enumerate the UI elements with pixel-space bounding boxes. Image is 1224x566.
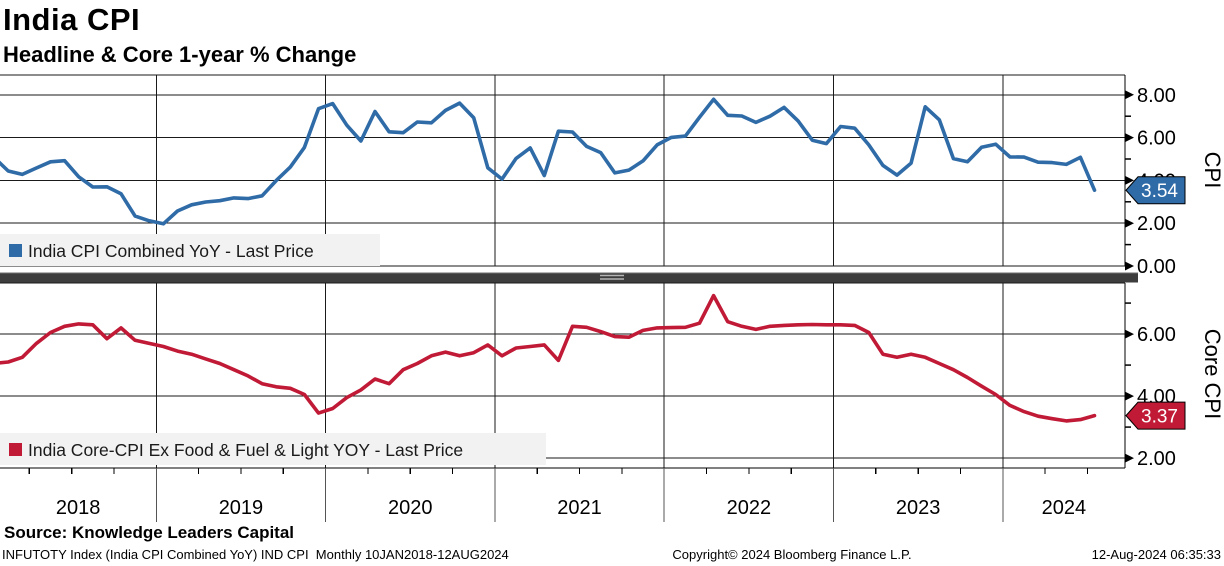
source-credit: Source: Knowledge Leaders Capital (4, 523, 295, 542)
y-axis-title: CPI (1200, 152, 1224, 189)
x-tick-label: 2019 (219, 497, 264, 519)
x-tick-label: 2024 (1042, 497, 1087, 519)
tick-arrow-icon (1125, 391, 1134, 401)
timestamp: 12-Aug-2024 06:35:33 (1091, 547, 1221, 562)
legend-swatch-icon (9, 244, 22, 257)
tick-arrow-icon (1125, 175, 1134, 185)
splitter-bar (0, 272, 1138, 283)
tick-arrow-icon (1125, 133, 1134, 143)
legend-swatch-icon (9, 443, 22, 456)
copyright-notice: Copyright© 2024 Bloomberg Finance L.P. (672, 547, 912, 562)
last-price-value: 3.54 (1141, 181, 1178, 202)
chart-title: India CPI (3, 2, 141, 37)
x-tick-label: 2022 (727, 497, 772, 519)
cpi-last-price-flag (1125, 176, 1186, 205)
y-tick-label: 6.00 (1137, 324, 1176, 346)
tick-arrow-icon (1125, 90, 1134, 100)
legend-label: India CPI Combined YoY - Last Price (28, 241, 314, 261)
tick-arrow-icon (1125, 453, 1134, 463)
x-tick-label: 2020 (388, 497, 433, 519)
panel-splitter (0, 272, 1138, 283)
x-tick-label: 2023 (896, 497, 941, 519)
y-tick-label: 6.00 (1137, 128, 1176, 150)
x-tick-label: 2018 (56, 497, 101, 519)
legend-box (0, 234, 380, 266)
legend-label: India Core-CPI Ex Food & Fuel & Light YO… (28, 440, 463, 460)
tick-arrow-icon (1125, 329, 1134, 339)
tick-arrow-icon (1125, 261, 1134, 271)
core-cpi-last-price-flag (1125, 401, 1186, 430)
cpi-line (0, 97, 1097, 226)
last-price-value: 3.37 (1141, 407, 1178, 428)
ticker-info: INFUTOTY Index (India CPI Combined YoY) … (2, 547, 509, 562)
y-tick-label: 0.00 (1137, 256, 1176, 278)
core-cpi-line (0, 293, 1097, 423)
y-tick-label: 2.00 (1137, 213, 1176, 235)
x-tick-label: 2021 (557, 497, 602, 519)
y-axis-title: Core CPI (1200, 329, 1224, 419)
chart-subtitle: Headline & Core 1-year % Change (3, 42, 357, 67)
y-tick-label: 8.00 (1137, 85, 1176, 107)
x-axis: 2018 2019 2020 2021 2022 2023 2024 (0, 467, 1125, 522)
tick-arrow-icon (1125, 218, 1134, 228)
y-tick-label: 2.00 (1137, 448, 1176, 470)
legend-box (0, 433, 546, 465)
